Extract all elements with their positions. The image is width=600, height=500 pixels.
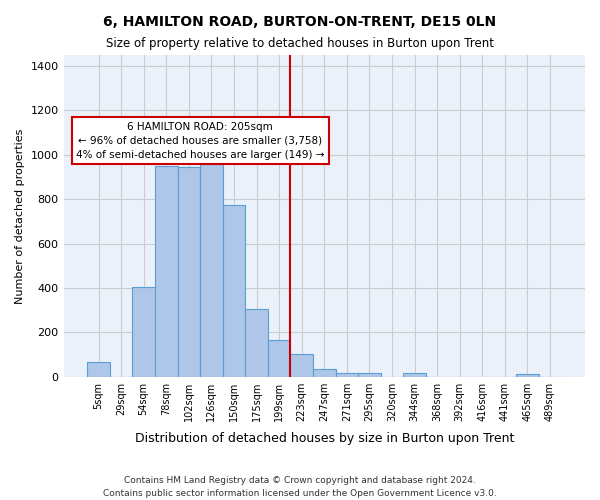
Bar [516,374,539,376]
Text: 6 HAMILTON ROAD: 205sqm
← 96% of detached houses are smaller (3,758)
4% of semi-: 6 HAMILTON ROAD: 205sqm ← 96% of detache… [76,122,325,160]
Bar [313,369,335,376]
Text: 6, HAMILTON ROAD, BURTON-ON-TRENT, DE15 0LN: 6, HAMILTON ROAD, BURTON-ON-TRENT, DE15 … [103,15,497,29]
X-axis label: Distribution of detached houses by size in Burton upon Trent: Distribution of detached houses by size … [134,432,514,445]
Bar [245,309,268,376]
Text: Contains HM Land Registry data © Crown copyright and database right 2024.: Contains HM Land Registry data © Crown c… [124,476,476,485]
Bar [403,374,426,376]
Text: Size of property relative to detached houses in Burton upon Trent: Size of property relative to detached ho… [106,38,494,51]
Bar [358,372,381,376]
Bar [290,354,313,376]
Bar [133,287,155,376]
Text: Contains public sector information licensed under the Open Government Licence v3: Contains public sector information licen… [103,488,497,498]
Bar [335,372,358,376]
Bar [155,166,178,376]
Bar [268,340,290,376]
Bar [223,204,245,376]
Bar [200,132,223,376]
Y-axis label: Number of detached properties: Number of detached properties [15,128,25,304]
Bar [87,362,110,376]
Bar [178,167,200,376]
